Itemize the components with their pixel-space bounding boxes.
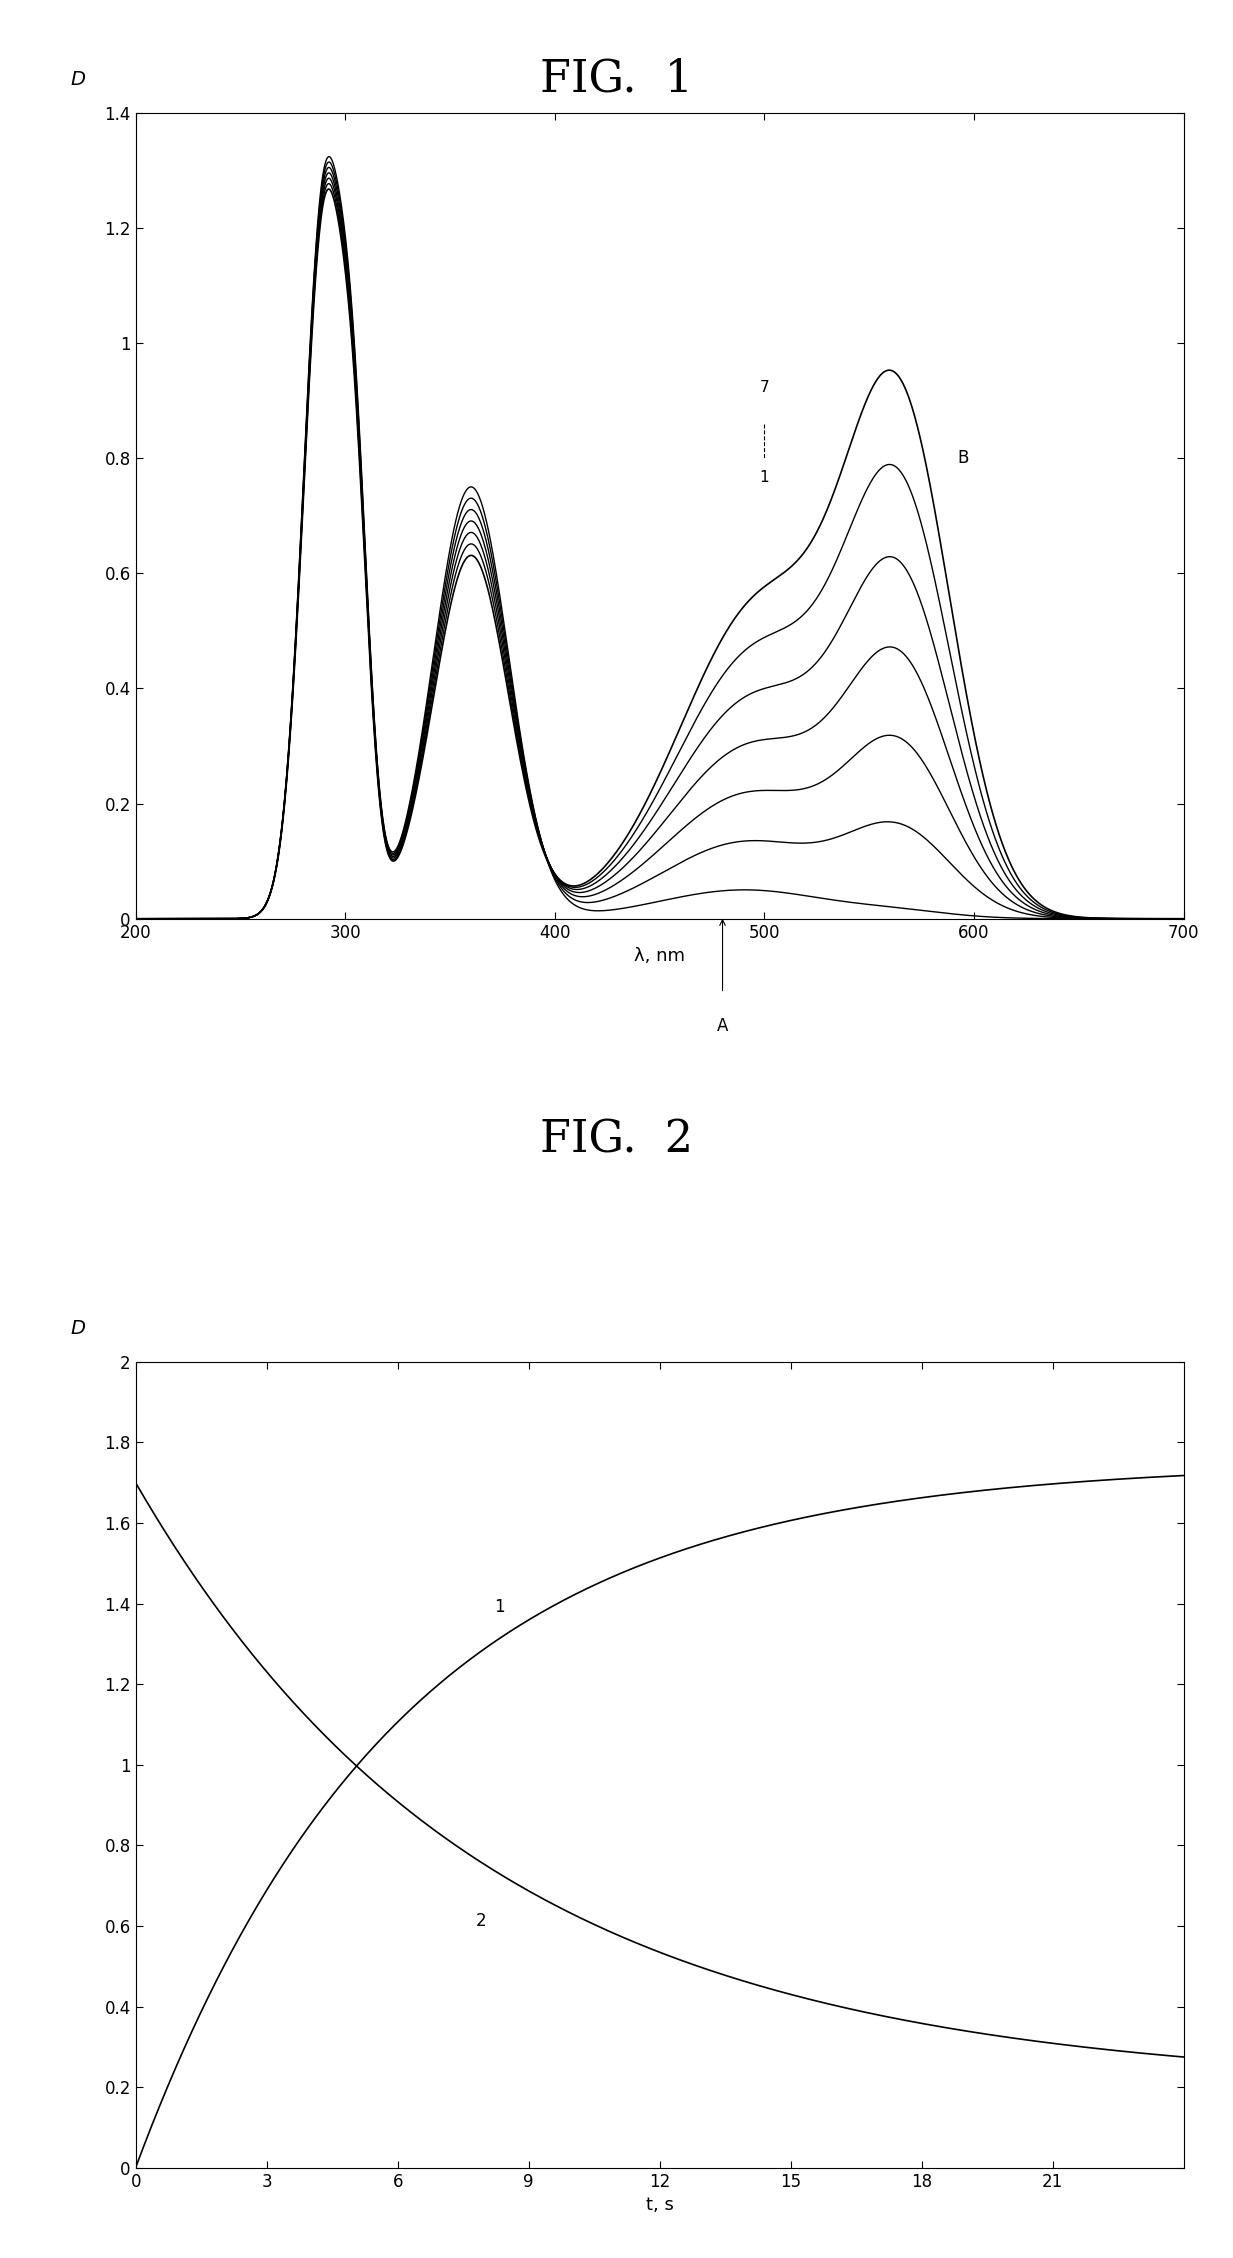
X-axis label: λ, nm: λ, nm xyxy=(634,946,686,964)
Text: B: B xyxy=(957,449,969,467)
Text: FIG.  1: FIG. 1 xyxy=(540,56,693,102)
Y-axis label: D: D xyxy=(70,1319,85,1337)
X-axis label: t, s: t, s xyxy=(646,2197,673,2215)
Y-axis label: D: D xyxy=(70,70,85,88)
Text: 1: 1 xyxy=(760,470,769,485)
Text: 7: 7 xyxy=(760,379,769,395)
Text: A: A xyxy=(716,1016,729,1034)
Text: 2: 2 xyxy=(476,1913,487,1931)
Text: 1: 1 xyxy=(493,1599,504,1617)
Text: FIG.  2: FIG. 2 xyxy=(540,1118,693,1163)
